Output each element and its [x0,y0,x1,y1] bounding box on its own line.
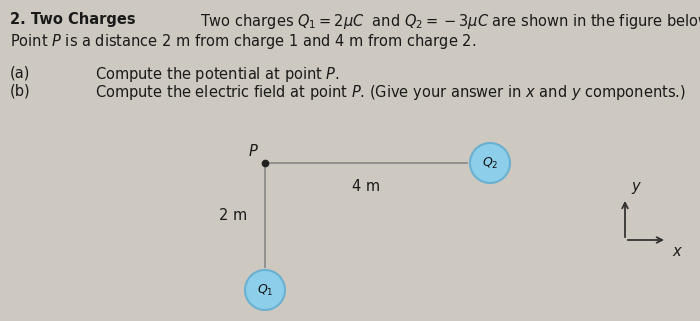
Text: 4 m: 4 m [352,179,381,194]
Circle shape [245,270,285,310]
Text: 2. Two Charges: 2. Two Charges [10,12,136,27]
Text: Compute the potential at point $P$.: Compute the potential at point $P$. [95,65,340,84]
Text: (b): (b) [10,83,31,98]
Text: (a): (a) [10,65,30,80]
Text: $Q_2$: $Q_2$ [482,155,498,170]
Text: x: x [672,244,680,259]
Text: $Q_1$: $Q_1$ [257,282,273,298]
Text: 2 m: 2 m [218,208,247,223]
Text: Point $P$ is a distance 2 m from charge 1 and 4 m from charge 2.: Point $P$ is a distance 2 m from charge … [10,32,476,51]
Text: Two charges $Q_1 = 2\mu C$  and $Q_2 = -3\mu C$ are shown in the figure below.: Two charges $Q_1 = 2\mu C$ and $Q_2 = -3… [200,12,700,31]
Text: P: P [248,144,257,159]
Text: Compute the electric field at point $P$. (Give your answer in $x$ and $y$ compon: Compute the electric field at point $P$.… [95,83,686,102]
Text: y: y [631,179,640,194]
Circle shape [470,143,510,183]
